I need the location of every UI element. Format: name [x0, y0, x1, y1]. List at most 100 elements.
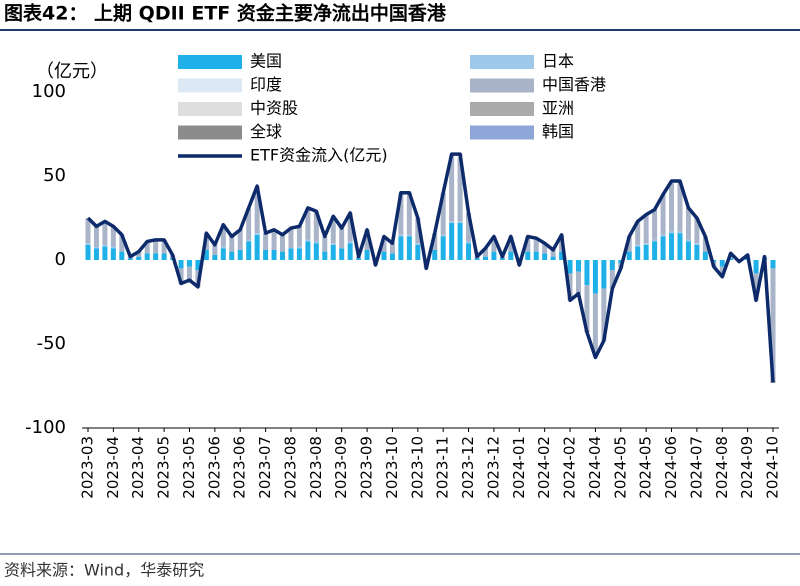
- legend-label: 日本: [542, 52, 574, 71]
- bar: [110, 226, 116, 247]
- bar: [482, 256, 488, 260]
- x-tick-label: 2023-12: [484, 436, 502, 499]
- x-tick-label: 2023-10: [408, 436, 426, 499]
- bar: [415, 244, 421, 260]
- bar: [305, 239, 311, 242]
- bar: [415, 218, 421, 244]
- legend-label: 亚洲: [542, 99, 574, 118]
- bar: [660, 234, 666, 237]
- bar: [466, 212, 472, 242]
- bar: [364, 229, 370, 250]
- bar: [533, 251, 539, 260]
- x-tick-label: 2024-02: [561, 436, 579, 499]
- bar: [694, 243, 700, 245]
- bar: [550, 256, 556, 260]
- bar: [406, 236, 412, 260]
- bar: [254, 234, 260, 260]
- bar: [356, 258, 362, 260]
- y-tick-label: -100: [25, 417, 66, 438]
- bar: [229, 236, 235, 252]
- bar: [457, 221, 463, 224]
- bar: [93, 248, 99, 260]
- bar: [288, 228, 294, 249]
- bar: [246, 207, 252, 240]
- bar: [685, 239, 691, 242]
- x-tick-label: 2024-04: [586, 436, 604, 499]
- bar: [229, 251, 235, 260]
- bar: [85, 244, 91, 260]
- bar: [330, 216, 336, 244]
- bar: [499, 258, 505, 260]
- legend-label: 美国: [250, 52, 282, 71]
- bar: [677, 233, 683, 260]
- legend-swatch: [178, 125, 242, 140]
- bar: [584, 285, 590, 331]
- bar: [237, 249, 243, 260]
- bar: [85, 243, 91, 245]
- bar: [322, 251, 328, 260]
- bar: [440, 234, 446, 237]
- bar: [533, 238, 539, 252]
- y-unit: （亿元）: [36, 61, 108, 82]
- bar: [398, 236, 404, 260]
- bar: [592, 260, 598, 294]
- bar: [347, 243, 353, 260]
- bar: [559, 251, 565, 260]
- x-tick-label: 2023-08: [307, 436, 325, 499]
- bar: [212, 244, 218, 255]
- bar: [263, 249, 269, 260]
- x-tick-label: 2024-07: [687, 436, 705, 499]
- bar: [660, 236, 666, 260]
- bar: [102, 244, 108, 247]
- bar: [296, 248, 302, 260]
- bar: [449, 221, 455, 224]
- bar: [381, 236, 387, 252]
- x-tick-label: 2023-03: [79, 436, 97, 499]
- bar: [491, 236, 497, 252]
- bar: [432, 249, 438, 260]
- bar: [178, 268, 184, 282]
- bar: [110, 248, 116, 260]
- bar: [381, 251, 387, 260]
- x-tick-label: 2024-06: [662, 436, 680, 499]
- x-tick-label: 2023-11: [434, 436, 452, 499]
- legend-label: 中国香港: [542, 75, 606, 94]
- bar: [685, 207, 691, 240]
- x-tick-label: 2023-05: [180, 436, 198, 499]
- bar: [753, 273, 759, 301]
- bar: [677, 231, 683, 234]
- bar: [144, 241, 150, 254]
- bar: [609, 270, 615, 289]
- bar: [542, 253, 548, 260]
- x-tick-label: 2023-10: [383, 436, 401, 499]
- x-tick-label: 2023-12: [459, 436, 477, 499]
- bar: [305, 207, 311, 240]
- bar: [652, 209, 658, 240]
- bar: [457, 223, 463, 260]
- bar: [296, 226, 302, 247]
- bar: [440, 192, 446, 235]
- legend-swatch: [178, 102, 242, 116]
- bar: [508, 236, 514, 252]
- chart-title: 图表42： 上期 QDII ETF 资金主要净流出中国香港: [4, 2, 447, 25]
- bar: [677, 182, 683, 232]
- bar: [339, 248, 345, 260]
- legend-swatch: [470, 125, 534, 140]
- bar: [466, 243, 472, 260]
- bar: [474, 258, 480, 260]
- x-tick-label: 2024-05: [611, 436, 629, 499]
- bar: [652, 239, 658, 242]
- bar: [246, 241, 252, 260]
- bar: [669, 182, 675, 232]
- bar: [254, 233, 260, 235]
- x-tick-label: 2023-07: [256, 436, 274, 499]
- y-tick-label: -50: [37, 333, 66, 354]
- y-tick-label: 0: [55, 249, 66, 270]
- y-tick-label: 50: [43, 165, 66, 186]
- x-tick-label: 2023-06: [231, 436, 249, 499]
- bar: [305, 241, 311, 260]
- bar: [575, 271, 581, 294]
- bar: [643, 243, 649, 245]
- legend-label: 印度: [250, 75, 282, 94]
